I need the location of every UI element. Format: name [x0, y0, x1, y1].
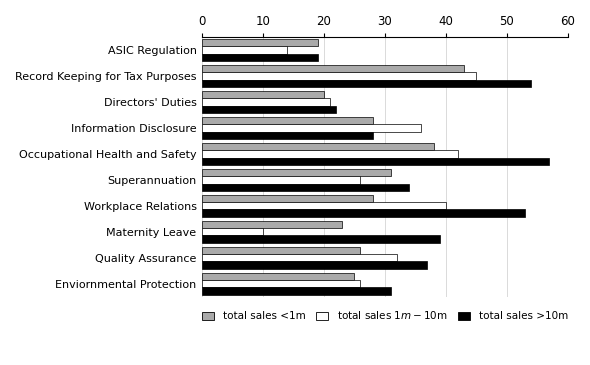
Bar	[202, 150, 458, 158]
Bar	[202, 98, 330, 105]
Bar	[202, 254, 397, 261]
Bar	[202, 72, 476, 80]
Bar	[202, 105, 336, 113]
Bar	[202, 124, 421, 131]
Bar	[202, 117, 373, 124]
Bar	[202, 65, 464, 72]
Bar	[202, 46, 287, 54]
Bar	[202, 158, 549, 165]
Bar	[202, 143, 434, 150]
Bar	[202, 176, 360, 184]
Bar	[202, 195, 373, 202]
Bar	[202, 247, 360, 254]
Bar	[202, 210, 525, 217]
Bar	[202, 235, 440, 243]
Bar	[202, 169, 391, 176]
Legend: total sales <1m, total sales $1m-$10m, total sales >10m: total sales <1m, total sales $1m-$10m, t…	[198, 305, 572, 325]
Bar	[202, 80, 531, 87]
Bar	[202, 202, 445, 210]
Bar	[202, 54, 318, 61]
Bar	[202, 287, 391, 295]
Bar	[202, 184, 409, 191]
Bar	[202, 91, 324, 98]
Bar	[202, 280, 360, 287]
Bar	[202, 261, 427, 269]
Bar	[202, 39, 318, 46]
Bar	[202, 228, 263, 235]
Bar	[202, 131, 373, 139]
Bar	[202, 273, 355, 280]
Bar	[202, 221, 342, 228]
